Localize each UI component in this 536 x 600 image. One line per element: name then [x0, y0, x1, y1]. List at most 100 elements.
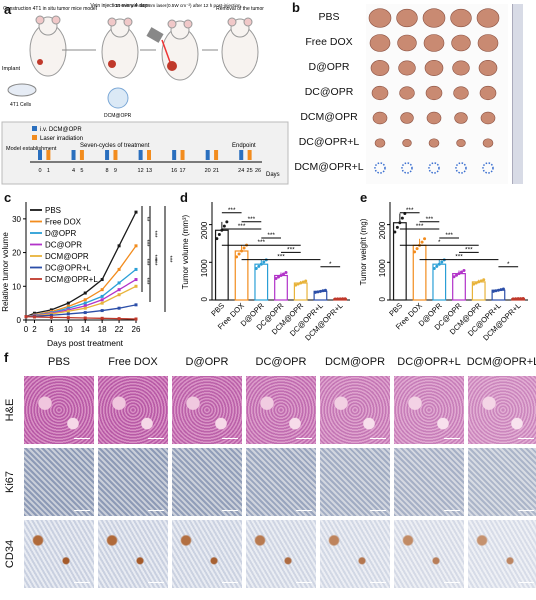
panel_e-datapoint — [474, 281, 478, 285]
c-point — [100, 288, 104, 292]
panel_d-datapoint — [304, 279, 308, 283]
tumor-specimen — [450, 8, 472, 28]
c-sig-label: ** — [143, 217, 149, 222]
panel_e-ytick-label: 0 — [378, 296, 387, 301]
tumor-specimen — [478, 60, 498, 76]
histo-row-label: CD34 — [4, 539, 16, 569]
panel_e-datapoint — [432, 266, 436, 270]
timeline-day-label: 1 — [47, 168, 50, 174]
panel_e-datapoint — [398, 221, 402, 225]
panel_e-datapoint — [519, 297, 523, 301]
timeline-day-label: 26 — [255, 168, 261, 174]
panel_e-bar — [412, 244, 427, 301]
nanoparticle-icon — [107, 87, 129, 109]
histology-image — [320, 520, 390, 588]
panel_d-datapoint — [301, 280, 305, 284]
panel_d-datapoint — [313, 290, 317, 294]
c-sig-label: *** — [143, 258, 149, 266]
scale-bar — [74, 581, 90, 583]
tumor-specimen — [453, 86, 469, 100]
panel_d-sig-label: *** — [238, 223, 246, 230]
timeline-day-label: 4 — [72, 168, 75, 174]
empty-tumor-marker — [374, 162, 386, 174]
tumor-specimen — [371, 85, 389, 101]
panel_d-datapoint — [217, 232, 221, 236]
laser-marker — [79, 150, 84, 160]
c-point — [83, 301, 87, 305]
c-point — [117, 317, 121, 321]
scale-bar — [148, 509, 164, 511]
empty-tumor-marker — [455, 162, 467, 174]
c-point — [134, 210, 138, 214]
panel_e-datapoint — [400, 216, 404, 220]
histology-image — [172, 520, 242, 588]
panel_e-sig-label: *** — [406, 207, 414, 214]
panel_e-datapoint — [501, 287, 505, 291]
histology-image — [172, 448, 242, 516]
panel_e-datapoint — [435, 264, 439, 268]
iv-marker — [71, 150, 76, 160]
timeline-ticks: 0 1 4 5 8 9 12 13 16 17 20 21 24 25 26 — [38, 150, 261, 174]
empty-tumor-marker — [482, 162, 494, 174]
step-1-caption: Construction 4T1 in situ tumor mice mode… — [3, 6, 97, 12]
panel_d-sig-label: *** — [248, 216, 256, 223]
panel_e-datapoint — [514, 297, 518, 301]
panel-label-d: d — [180, 190, 188, 205]
c-point — [49, 313, 53, 317]
panel_d-datapoint — [343, 297, 347, 301]
c-xtick-label: 18 — [98, 325, 107, 334]
c-point — [83, 306, 87, 310]
panel-f-histology: PBS Free DOX D@OPR DC@OPR DCM@OPR DC@OPR+L DCM… — [0, 356, 536, 600]
panel_e-datapoint — [395, 225, 399, 229]
panel_e-datapoint — [413, 250, 417, 254]
tumor-specimen — [451, 34, 471, 52]
tumor-specimen — [372, 111, 388, 125]
step-2-caption: Vein injection every 4 days — [90, 3, 150, 9]
tumor-photo-grid — [368, 8, 500, 174]
panel_d-datapoint — [282, 272, 285, 276]
timeline-day-label: 21 — [213, 168, 219, 174]
histology-image — [394, 376, 464, 444]
c-point — [83, 291, 87, 295]
histology-image — [320, 448, 390, 516]
tumor-specimen — [476, 8, 500, 28]
iv-label: i.v. DCM@OPR — [40, 127, 82, 133]
histo-col-label: DC@OPR+L — [397, 356, 461, 368]
timeline-day-label: 9 — [114, 168, 117, 174]
tumor-specimen — [482, 138, 494, 148]
histology-image — [98, 520, 168, 588]
panel_e-datapoint — [415, 247, 419, 251]
panel_d-sig-label: *** — [267, 232, 275, 239]
c-point — [100, 316, 104, 320]
c-xtick-label: 2 — [32, 325, 37, 334]
panel_d-sig-label: *** — [287, 246, 295, 253]
panel_d-datapoint — [259, 262, 263, 266]
histology-image — [246, 376, 316, 444]
c-point — [134, 244, 138, 248]
panel_d-ytick-label: 0 — [200, 296, 209, 301]
panel_e-datapoint — [521, 297, 525, 301]
panel_e-datapoint — [460, 270, 463, 274]
laser-legend-swatch — [32, 135, 37, 140]
scale-bar — [222, 437, 238, 439]
c-point — [134, 267, 138, 271]
tumor-specimen — [368, 8, 392, 28]
panel_e-datapoint — [477, 280, 481, 284]
panel_d-datapoint — [294, 283, 298, 287]
panel_e-sig-label: *** — [416, 223, 424, 230]
c-point — [66, 316, 70, 320]
petri-dish-icon — [7, 83, 37, 97]
panel_e-sig-label: *** — [465, 246, 473, 253]
histo-row-label: Ki67 — [4, 470, 16, 494]
scale-bar — [222, 581, 238, 583]
panel-label-b: b — [292, 0, 300, 15]
c-series-line — [25, 211, 137, 318]
panel_d-datapoint — [222, 224, 226, 228]
panel_d-sig-label: *** — [228, 207, 236, 214]
panel_e-datapoint — [472, 282, 476, 286]
c-point — [100, 301, 104, 305]
tumor-specimen — [428, 138, 440, 148]
panel-b: PBS Free DOX D@OPR DC@OPR DCM@OPR DC@OPR+L DCM… — [292, 0, 536, 188]
mouse-3-icon — [146, 19, 199, 81]
